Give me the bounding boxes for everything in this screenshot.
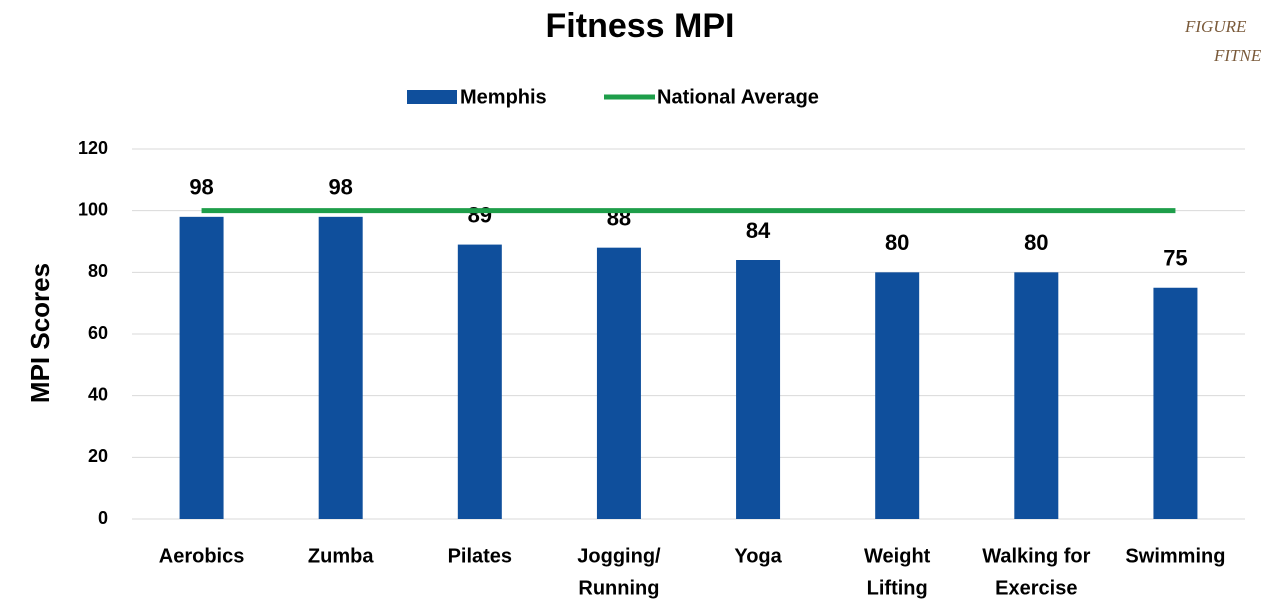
y-tick-label: 60 xyxy=(88,323,108,343)
bar xyxy=(1153,287,1198,519)
x-tick-label: Exercise xyxy=(995,577,1077,599)
bar xyxy=(736,260,781,519)
annotation: FIGURE xyxy=(1184,17,1247,36)
y-axis-label: MPI Scores xyxy=(25,263,55,403)
y-tick-label: 100 xyxy=(78,199,108,219)
bar xyxy=(457,244,502,520)
legend-swatch xyxy=(407,90,457,104)
x-tick-label: Aerobics xyxy=(159,545,245,567)
data-label: 80 xyxy=(1024,230,1048,255)
y-tick-label: 20 xyxy=(88,446,108,466)
data-label: 98 xyxy=(328,175,352,200)
bar xyxy=(596,247,641,519)
legend-label: National Average xyxy=(657,86,819,108)
data-label: 89 xyxy=(468,202,492,227)
bar xyxy=(875,272,920,519)
y-tick-label: 120 xyxy=(78,138,108,158)
legend-label: Memphis xyxy=(460,86,547,108)
data-label: 80 xyxy=(885,230,909,255)
x-tick-label: Jogging/ xyxy=(577,545,661,567)
chart-title: Fitness MPI xyxy=(546,7,735,45)
bar xyxy=(318,216,363,520)
y-tick-label: 0 xyxy=(98,508,108,528)
y-tick-label: 40 xyxy=(88,384,108,404)
annotation: FITNE xyxy=(1213,46,1262,65)
data-label: 84 xyxy=(746,218,771,243)
x-tick-label: Lifting xyxy=(867,577,928,599)
y-tick-label: 80 xyxy=(88,261,108,281)
data-label: 75 xyxy=(1163,246,1187,271)
bar xyxy=(1014,272,1059,519)
x-tick-label: Running xyxy=(578,577,659,599)
data-label: 98 xyxy=(189,175,213,200)
x-tick-label: Zumba xyxy=(308,545,374,567)
bar xyxy=(179,216,224,520)
x-tick-label: Weight xyxy=(864,545,931,567)
x-tick-label: Pilates xyxy=(448,545,512,567)
x-tick-label: Yoga xyxy=(734,545,782,567)
x-tick-label: Walking for xyxy=(982,545,1090,567)
x-tick-label: Swimming xyxy=(1125,545,1225,567)
